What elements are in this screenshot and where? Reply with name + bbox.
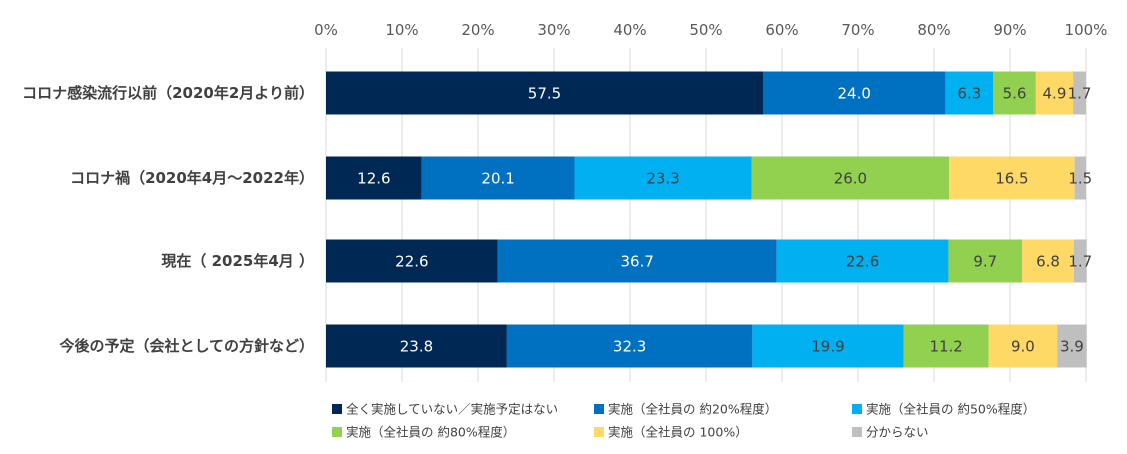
legend-label-2: 実施（全社員の 約50%程度） [866, 402, 1035, 417]
bar-segment-1-2 [574, 156, 752, 200]
bar-segment-3-1 [506, 324, 753, 368]
data-label-1-5: 1.5 [1068, 170, 1092, 188]
data-label-1-2: 23.3 [646, 170, 679, 188]
data-label-0-0: 57.5 [528, 85, 561, 103]
legend-swatch-3 [332, 427, 342, 437]
legend-swatch-4 [594, 427, 604, 437]
data-label-2-3: 9.7 [973, 253, 997, 271]
x-tick-label-9: 90% [993, 21, 1026, 39]
bar-segment-0-1 [763, 71, 946, 115]
legend-label-4: 実施（全社員の 100%） [608, 425, 748, 440]
data-label-0-4: 4.9 [1043, 85, 1067, 103]
x-tick-label-7: 70% [841, 21, 874, 39]
bar-segment-1-5 [1074, 156, 1086, 200]
x-tick-label-3: 30% [537, 21, 570, 39]
bar-segment-0-0 [326, 71, 763, 115]
data-label-1-3: 26.0 [834, 170, 867, 188]
x-tick-label-6: 60% [765, 21, 798, 39]
data-label-2-2: 22.6 [846, 253, 879, 271]
data-label-3-3: 11.2 [929, 338, 962, 356]
bar-segment-2-5 [1073, 239, 1087, 283]
data-label-3-4: 9.0 [1011, 338, 1035, 356]
x-tick-label-8: 80% [917, 21, 950, 39]
data-label-3-5: 3.9 [1060, 338, 1084, 356]
bar-segment-1-3 [751, 156, 950, 200]
x-tick-label-2: 20% [461, 21, 494, 39]
data-label-0-2: 6.3 [957, 85, 981, 103]
bar-segment-0-2 [945, 71, 994, 115]
category-label-0: コロナ感染流行以前（2020年2月より前） [22, 84, 314, 102]
bar-segment-0-4 [1035, 71, 1074, 115]
data-label-2-5: 1.7 [1068, 253, 1092, 271]
bar-segment-3-0 [326, 324, 507, 368]
data-label-1-0: 12.6 [357, 170, 390, 188]
data-label-1-4: 16.5 [995, 170, 1028, 188]
x-tick-label-0: 0% [314, 21, 338, 39]
bar-segment-1-0 [326, 156, 422, 200]
data-label-0-3: 5.6 [1003, 85, 1027, 103]
x-tick-label-4: 40% [613, 21, 646, 39]
bar-segment-2-3 [948, 239, 1023, 283]
data-label-2-4: 6.8 [1036, 253, 1060, 271]
legend-label-5: 分からない [866, 425, 929, 440]
bar-segment-0-3 [993, 71, 1036, 115]
legend-swatch-5 [852, 427, 862, 437]
bar-segment-2-2 [776, 239, 949, 283]
data-label-1-1: 20.1 [481, 170, 514, 188]
legend-label-1: 実施（全社員の 約20%程度） [608, 402, 777, 417]
legend-swatch-1 [594, 404, 604, 414]
data-label-3-2: 19.9 [811, 338, 844, 356]
legend-label-3: 実施（全社員の 約80%程度） [346, 425, 515, 440]
legend-label-0: 全く実施していない／実施予定はない [346, 402, 558, 417]
x-tick-label-10: 100% [1065, 21, 1108, 39]
data-label-0-5: 1.7 [1068, 85, 1092, 103]
x-tick-label-1: 10% [385, 21, 418, 39]
data-label-2-1: 36.7 [621, 253, 654, 271]
bar-segment-0-5 [1073, 71, 1086, 115]
bar-segment-2-0 [326, 239, 498, 283]
data-label-3-0: 23.8 [400, 338, 433, 356]
data-label-2-0: 22.6 [395, 253, 428, 271]
bar-segment-1-4 [949, 156, 1075, 200]
category-label-1: コロナ禍（2020年4月～2022年） [70, 169, 314, 187]
bar-segment-3-3 [903, 324, 989, 368]
data-label-0-1: 24.0 [837, 85, 870, 103]
bar-segment-2-1 [497, 239, 777, 283]
data-label-3-1: 32.3 [613, 338, 646, 356]
bar-segment-3-2 [752, 324, 904, 368]
category-label-3: 今後の予定（会社としての方針など） [58, 337, 314, 355]
bar-segment-3-5 [1057, 324, 1087, 368]
x-tick-label-5: 50% [689, 21, 722, 39]
bar-segment-1-1 [421, 156, 575, 200]
bar-segment-3-4 [988, 324, 1058, 368]
legend-swatch-2 [852, 404, 862, 414]
legend-swatch-0 [332, 404, 342, 414]
category-label-2: 現在（ 2025年4月 ） [161, 252, 314, 270]
bar-segment-2-4 [1022, 239, 1074, 283]
